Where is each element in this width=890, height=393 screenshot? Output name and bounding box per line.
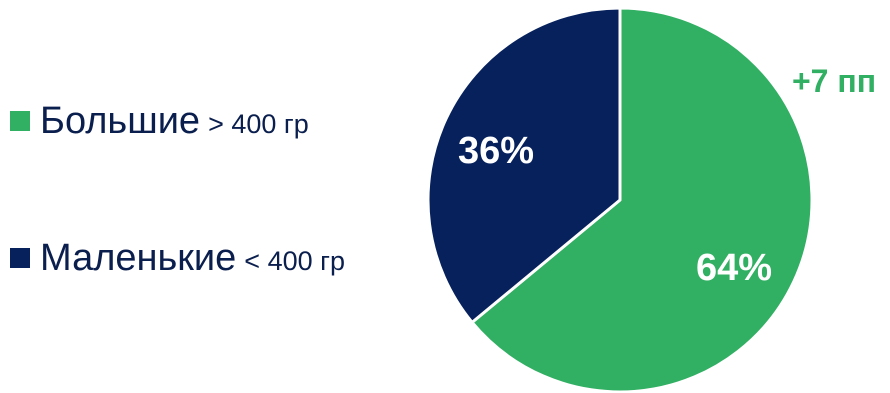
legend-swatch-large	[10, 111, 30, 131]
legend-item-small: Маленькие < 400 гр	[10, 232, 345, 284]
legend-swatch-small	[10, 248, 30, 268]
legend-label-large: Большие	[40, 100, 201, 142]
pie-slices	[426, 6, 814, 393]
legend-item-large: Большие > 400 гр	[10, 95, 309, 147]
slice-value-label-small: 36%	[458, 130, 534, 172]
slice-value-label-large: 64%	[696, 247, 772, 289]
legend-note-small: < 400 гр	[244, 246, 345, 276]
pie-slice-small	[426, 6, 622, 324]
delta-annotation: +7 пп	[792, 63, 876, 99]
legend-label-small: Маленькие	[40, 237, 237, 279]
chart-legend: Большие > 400 гр Маленькие < 400 гр	[10, 0, 420, 393]
pie-slice-large	[470, 6, 814, 393]
legend-note-large: > 400 гр	[208, 109, 309, 139]
